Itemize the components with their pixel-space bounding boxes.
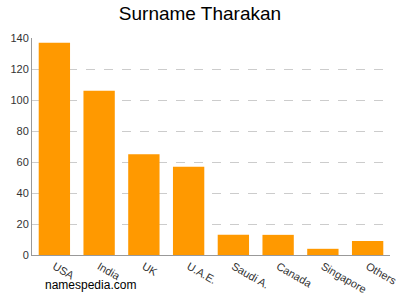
svg-text:Surname Tharakan: Surname Tharakan <box>119 3 281 24</box>
svg-text:UK: UK <box>140 260 160 278</box>
svg-text:USA: USA <box>51 260 77 282</box>
svg-text:namespedia.com: namespedia.com <box>45 278 136 292</box>
svg-text:80: 80 <box>17 125 29 137</box>
svg-text:20: 20 <box>17 218 29 230</box>
svg-text:Canada: Canada <box>274 260 314 290</box>
svg-text:India: India <box>95 260 122 283</box>
svg-text:60: 60 <box>17 156 29 168</box>
svg-text:Singapore: Singapore <box>319 260 368 295</box>
svg-text:40: 40 <box>17 187 29 199</box>
svg-text:Saudi A.: Saudi A. <box>230 260 271 291</box>
svg-text:100: 100 <box>10 94 28 106</box>
svg-text:U.A.E.: U.A.E. <box>185 260 219 286</box>
svg-text:0: 0 <box>23 249 29 261</box>
svg-text:Others: Others <box>364 260 399 287</box>
svg-text:140: 140 <box>10 32 28 44</box>
svg-text:120: 120 <box>10 63 28 75</box>
